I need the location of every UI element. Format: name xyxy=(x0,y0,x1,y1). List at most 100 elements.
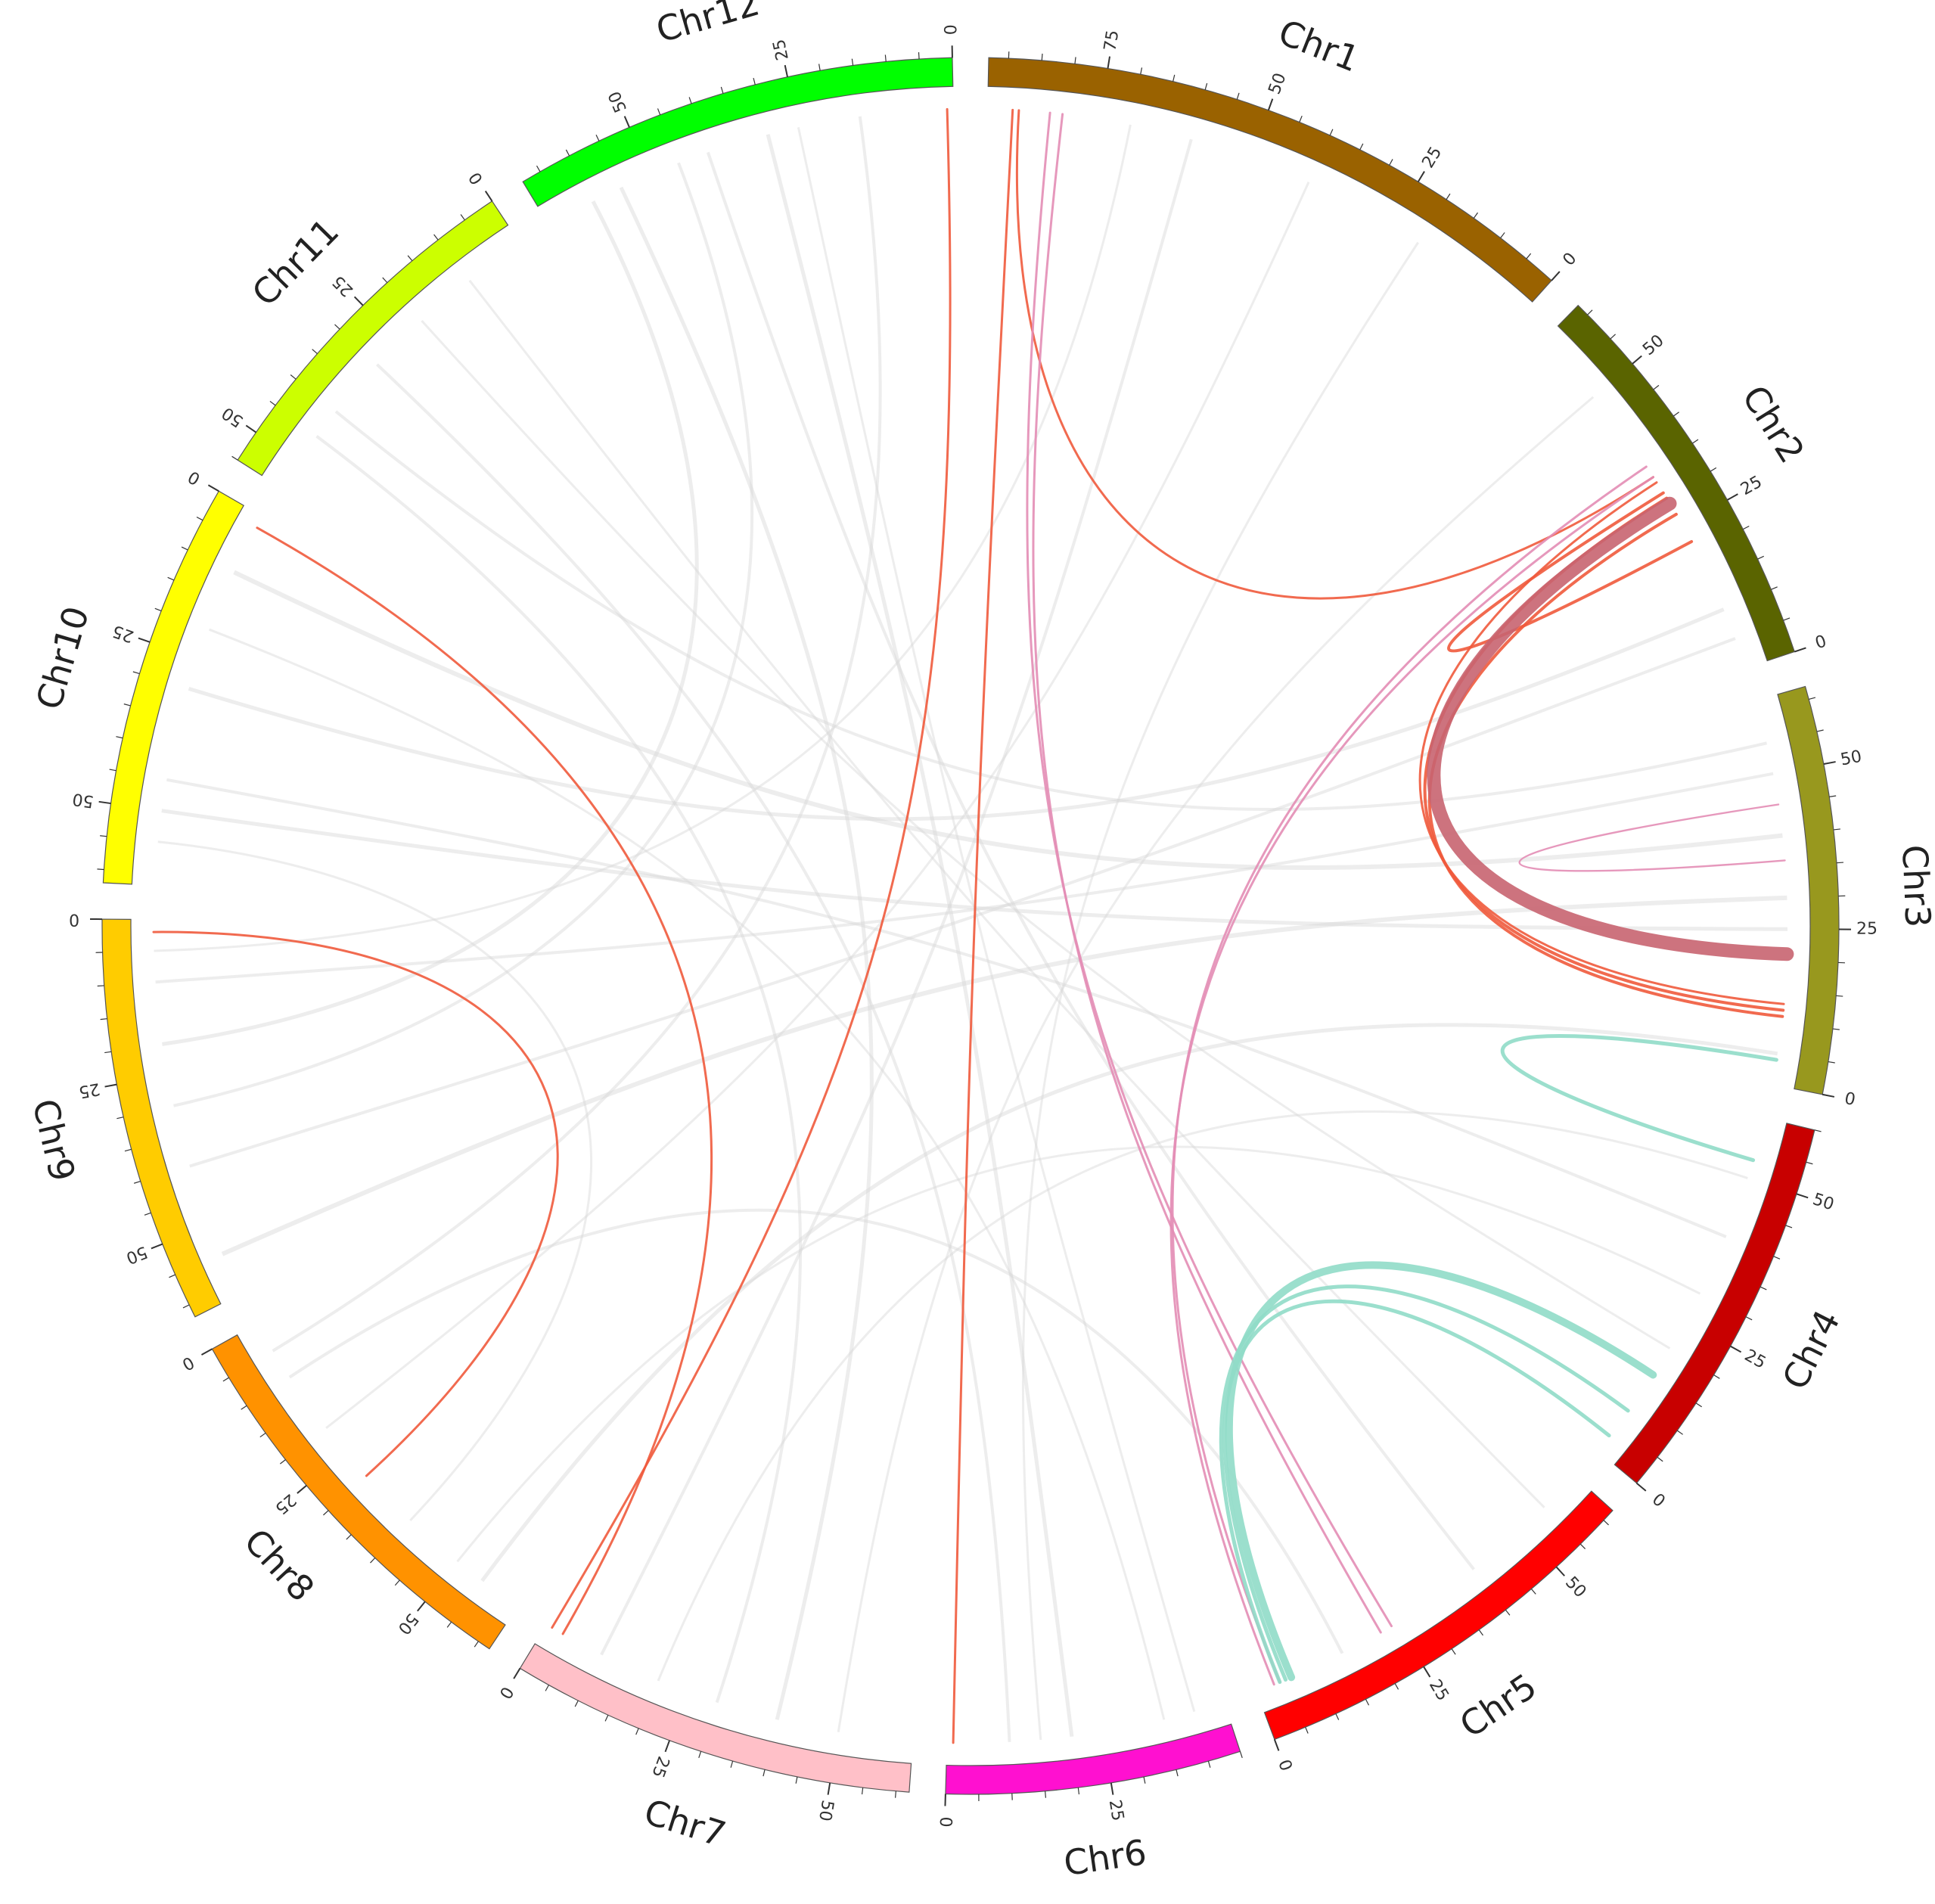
tick-mark xyxy=(1786,1225,1792,1228)
tick-mark xyxy=(763,1769,765,1776)
tick-mark xyxy=(1836,995,1843,996)
tick-mark xyxy=(545,1685,548,1691)
tick-mark xyxy=(514,1668,520,1679)
highlight-link xyxy=(1221,1287,1628,1682)
chromosome-label: Chr8 xyxy=(236,1520,322,1609)
tick-mark xyxy=(1657,1457,1663,1461)
tick-mark xyxy=(1822,1095,1834,1097)
tick-mark xyxy=(1794,648,1806,651)
tick-mark xyxy=(334,325,340,329)
tick-mark xyxy=(721,87,723,94)
tick-mark xyxy=(575,1701,578,1707)
tick-mark xyxy=(1474,213,1477,218)
tick-label: 25 xyxy=(770,37,793,62)
tick-label: 0 xyxy=(1813,632,1829,653)
highlight-link xyxy=(1017,110,1653,598)
chromosome-band xyxy=(103,491,244,884)
tick-mark xyxy=(201,1349,212,1355)
background-link xyxy=(158,842,592,1520)
tick-mark xyxy=(731,1761,732,1768)
background-link xyxy=(234,572,1783,868)
tick-mark xyxy=(1418,172,1424,182)
chromosome-label: Chr3 xyxy=(1894,844,1935,929)
chromosome-label: Chr5 xyxy=(1452,1666,1544,1746)
tick-mark xyxy=(1390,159,1393,165)
chromosome-band xyxy=(1778,686,1839,1094)
background-link xyxy=(190,638,1735,1166)
chromosome-band xyxy=(946,1724,1241,1794)
tick-mark xyxy=(699,1751,701,1758)
tick-mark xyxy=(625,116,629,128)
background-link xyxy=(658,1111,1747,1681)
tick-mark xyxy=(246,425,256,432)
tick-mark xyxy=(169,1275,175,1278)
tick-label: 0 xyxy=(1648,1490,1669,1511)
tick-mark xyxy=(208,485,219,491)
tick-label: 25 xyxy=(271,1489,300,1517)
background-link xyxy=(156,774,1774,982)
tick-mark xyxy=(1551,272,1560,281)
tick-mark xyxy=(605,1715,608,1721)
chromosome-label: Chr2 xyxy=(1734,378,1812,470)
tick-mark xyxy=(1837,862,1843,863)
tick-mark xyxy=(110,769,116,771)
tick-mark xyxy=(290,375,296,380)
tick-mark xyxy=(100,836,107,837)
tick-mark xyxy=(1588,310,1592,315)
tick-mark xyxy=(1275,1739,1279,1750)
tick-label: 50 xyxy=(394,1610,422,1638)
tick-mark xyxy=(1809,697,1815,699)
tick-mark xyxy=(1075,57,1076,64)
tick-mark xyxy=(1141,67,1142,74)
tick-mark xyxy=(116,737,123,738)
tick-mark xyxy=(1774,1256,1780,1259)
tick-mark xyxy=(1452,1649,1455,1654)
chromosome-band xyxy=(238,201,508,476)
tick-mark xyxy=(1531,1589,1536,1594)
tick-mark xyxy=(1727,494,1738,500)
tick-mark xyxy=(1424,1666,1430,1677)
tick-mark xyxy=(395,1580,399,1586)
tick-mark xyxy=(1240,1751,1242,1758)
tick-label: 0 xyxy=(936,1816,955,1828)
highlight-link xyxy=(154,932,558,1476)
tick-mark xyxy=(418,1601,425,1610)
tick-mark xyxy=(1632,356,1641,364)
tick-label: 50 xyxy=(71,789,95,811)
tick-mark xyxy=(461,215,464,220)
tick-mark xyxy=(168,577,174,580)
tick-mark xyxy=(1078,1788,1079,1794)
tick-mark xyxy=(1797,1194,1808,1197)
chromosome-band xyxy=(520,1644,911,1792)
tick-label: 25 xyxy=(1418,144,1446,172)
chromosome-label: Chr11 xyxy=(244,210,347,314)
tick-mark xyxy=(919,52,920,59)
tick-label: 0 xyxy=(69,910,79,929)
tick-mark xyxy=(1817,730,1824,731)
tick-mark xyxy=(124,704,131,706)
tick-mark xyxy=(819,64,821,70)
tick-mark xyxy=(1365,1699,1368,1705)
tick-mark xyxy=(125,1149,132,1151)
tick-mark xyxy=(1758,556,1764,559)
tick-label: 25 xyxy=(110,621,137,646)
tick-mark xyxy=(1556,1567,1564,1576)
tick-mark xyxy=(474,1642,478,1647)
tick-mark xyxy=(666,1741,670,1752)
tick-mark xyxy=(371,1558,375,1563)
background-link xyxy=(838,397,1593,1732)
tick-mark xyxy=(753,78,755,85)
tick-mark xyxy=(155,608,161,610)
tick-mark xyxy=(1806,1162,1813,1163)
tick-mark xyxy=(323,1511,328,1515)
tick-label: 50 xyxy=(219,403,247,430)
tick-mark xyxy=(1654,385,1659,390)
tick-mark xyxy=(99,802,111,803)
tick-mark xyxy=(1714,1375,1720,1379)
